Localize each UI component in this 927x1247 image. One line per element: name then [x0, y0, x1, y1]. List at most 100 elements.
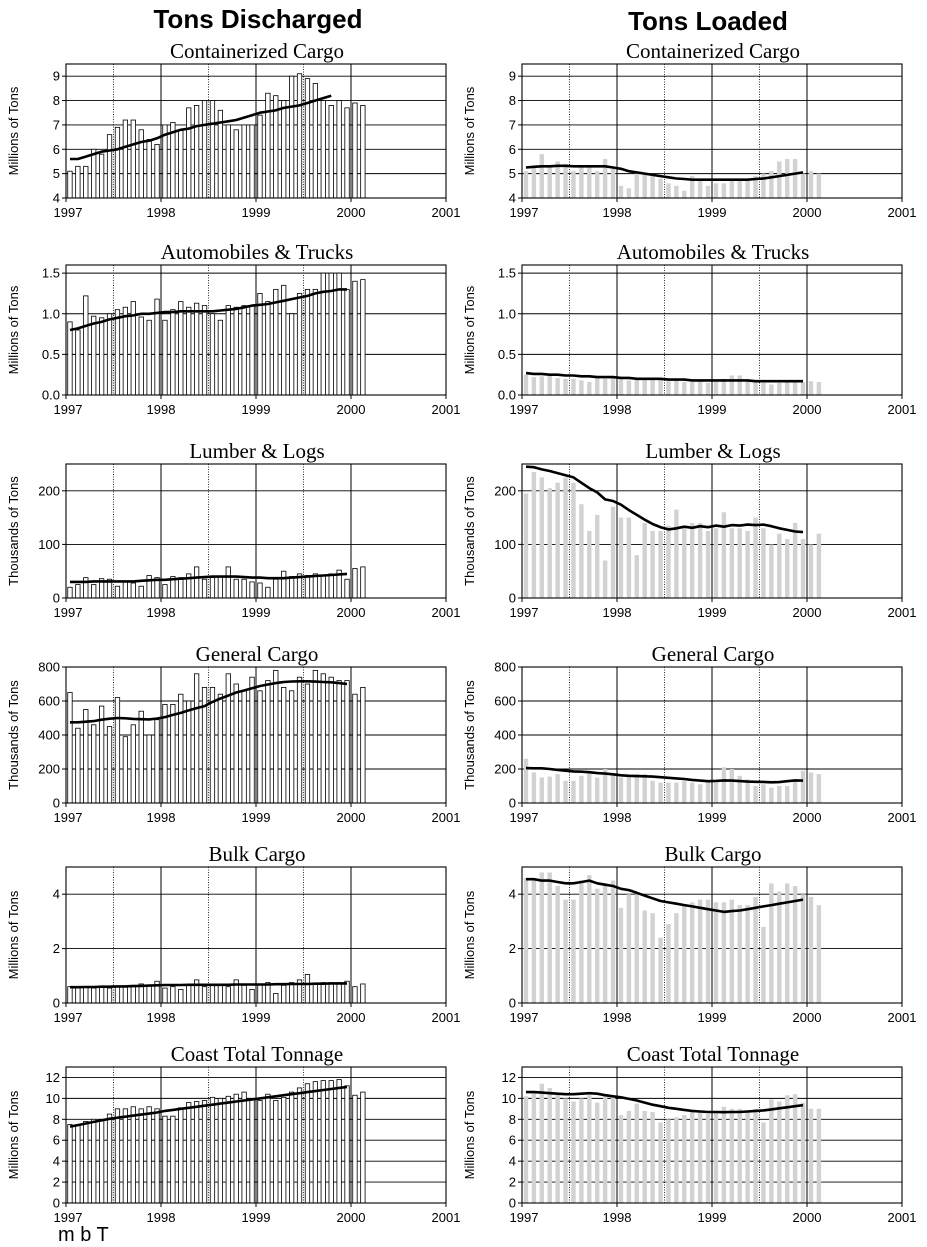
- bar: [721, 767, 727, 803]
- bar: [563, 163, 568, 198]
- bar: [99, 1118, 105, 1204]
- bar: [745, 905, 750, 1003]
- bar: [769, 787, 774, 803]
- bar: [800, 173, 806, 198]
- x-tick-label: 1999: [242, 605, 271, 620]
- bar: [162, 987, 168, 1004]
- bar: [761, 173, 766, 198]
- bar: [610, 168, 616, 198]
- y-tick-label: 200: [494, 762, 516, 777]
- x-tick-label: 1997: [54, 605, 83, 620]
- bar: [634, 555, 640, 598]
- y-tick-label: 200: [38, 483, 60, 498]
- bar: [634, 894, 640, 1003]
- x-tick-label: 1999: [698, 402, 727, 417]
- bar: [225, 305, 231, 396]
- bar: [594, 888, 600, 1003]
- bar: [682, 905, 687, 1003]
- bar: [344, 288, 350, 396]
- y-tick-label: 8: [509, 93, 516, 108]
- bar: [618, 907, 624, 1003]
- bar: [602, 560, 608, 598]
- bar: [753, 896, 758, 1003]
- bar: [674, 185, 679, 198]
- bar: [753, 1108, 758, 1203]
- bar: [721, 183, 727, 198]
- bar: [312, 288, 318, 396]
- bar: [769, 883, 774, 1003]
- bar: [249, 581, 255, 599]
- panel-title: Lumber & Logs: [645, 439, 780, 463]
- bar: [547, 488, 552, 598]
- bar: [594, 777, 600, 803]
- bar: [265, 301, 271, 396]
- bar: [642, 173, 647, 198]
- bar: [201, 100, 208, 199]
- bar: [642, 774, 647, 803]
- bar: [792, 1094, 798, 1203]
- bar: [344, 1085, 350, 1204]
- bar: [241, 984, 247, 1004]
- x-tick-label: 1999: [242, 1010, 271, 1025]
- bar: [618, 185, 624, 198]
- bar: [539, 154, 545, 198]
- bar: [808, 171, 814, 198]
- chart-panel: Containerized Cargo 4 5 6 7 8 9 1997 1998 1999 200…: [6, 39, 460, 220]
- bar: [737, 178, 742, 198]
- bar: [626, 775, 632, 803]
- bar: [523, 758, 529, 803]
- bar: [721, 378, 727, 395]
- panel-title: Coast Total Tonnage: [627, 1042, 799, 1066]
- bar: [816, 382, 822, 395]
- bar: [658, 379, 663, 395]
- bar: [304, 974, 311, 1004]
- bar: [91, 724, 97, 804]
- bar: [114, 697, 121, 804]
- bar: [83, 986, 89, 1004]
- bar: [249, 305, 255, 396]
- y-axis-label: Thousands of Tons: [462, 476, 477, 586]
- bar: [154, 1108, 160, 1204]
- bar: [547, 166, 552, 198]
- bar: [83, 165, 89, 199]
- bar: [705, 382, 711, 395]
- bar: [784, 883, 790, 1003]
- bar: [666, 183, 671, 198]
- bar: [281, 570, 287, 599]
- bar: [761, 382, 766, 395]
- bar: [753, 517, 758, 598]
- bar: [792, 522, 798, 598]
- bar: [186, 306, 192, 396]
- x-tick-label: 1999: [698, 605, 727, 620]
- x-tick-label: 2000: [793, 1210, 822, 1225]
- chart-panel: General Cargo 0 200 400 600 800 1997 1998 1999 20…: [462, 642, 916, 825]
- bar: [344, 578, 350, 599]
- bar: [800, 1102, 806, 1203]
- bar: [626, 188, 632, 198]
- bar: [233, 1093, 239, 1204]
- trend-line: [70, 679, 348, 724]
- bar: [689, 1111, 695, 1203]
- x-tick-label: 1997: [510, 1210, 539, 1225]
- bar: [753, 786, 758, 803]
- y-tick-label: 0: [509, 796, 516, 811]
- bar: [674, 509, 679, 598]
- bar: [816, 173, 822, 198]
- bar: [579, 380, 584, 395]
- y-tick-label: 0: [53, 591, 60, 606]
- y-axis-label: Millions of Tons: [462, 890, 477, 979]
- x-tick-label: 2000: [337, 810, 366, 825]
- bar: [650, 1111, 655, 1203]
- trend-line: [70, 94, 332, 161]
- bar: [792, 886, 798, 1003]
- y-tick-label: 400: [38, 728, 60, 743]
- chart-panel: Automobiles & Trucks 0.0 0.5 1.0 1.5 1997 1998…: [462, 240, 916, 417]
- bar: [257, 114, 263, 199]
- bar: [130, 984, 136, 1004]
- bar: [114, 986, 121, 1004]
- bar: [138, 316, 144, 396]
- bar: [792, 779, 798, 803]
- bar: [753, 176, 758, 198]
- bar: [555, 377, 560, 395]
- bar: [587, 382, 592, 395]
